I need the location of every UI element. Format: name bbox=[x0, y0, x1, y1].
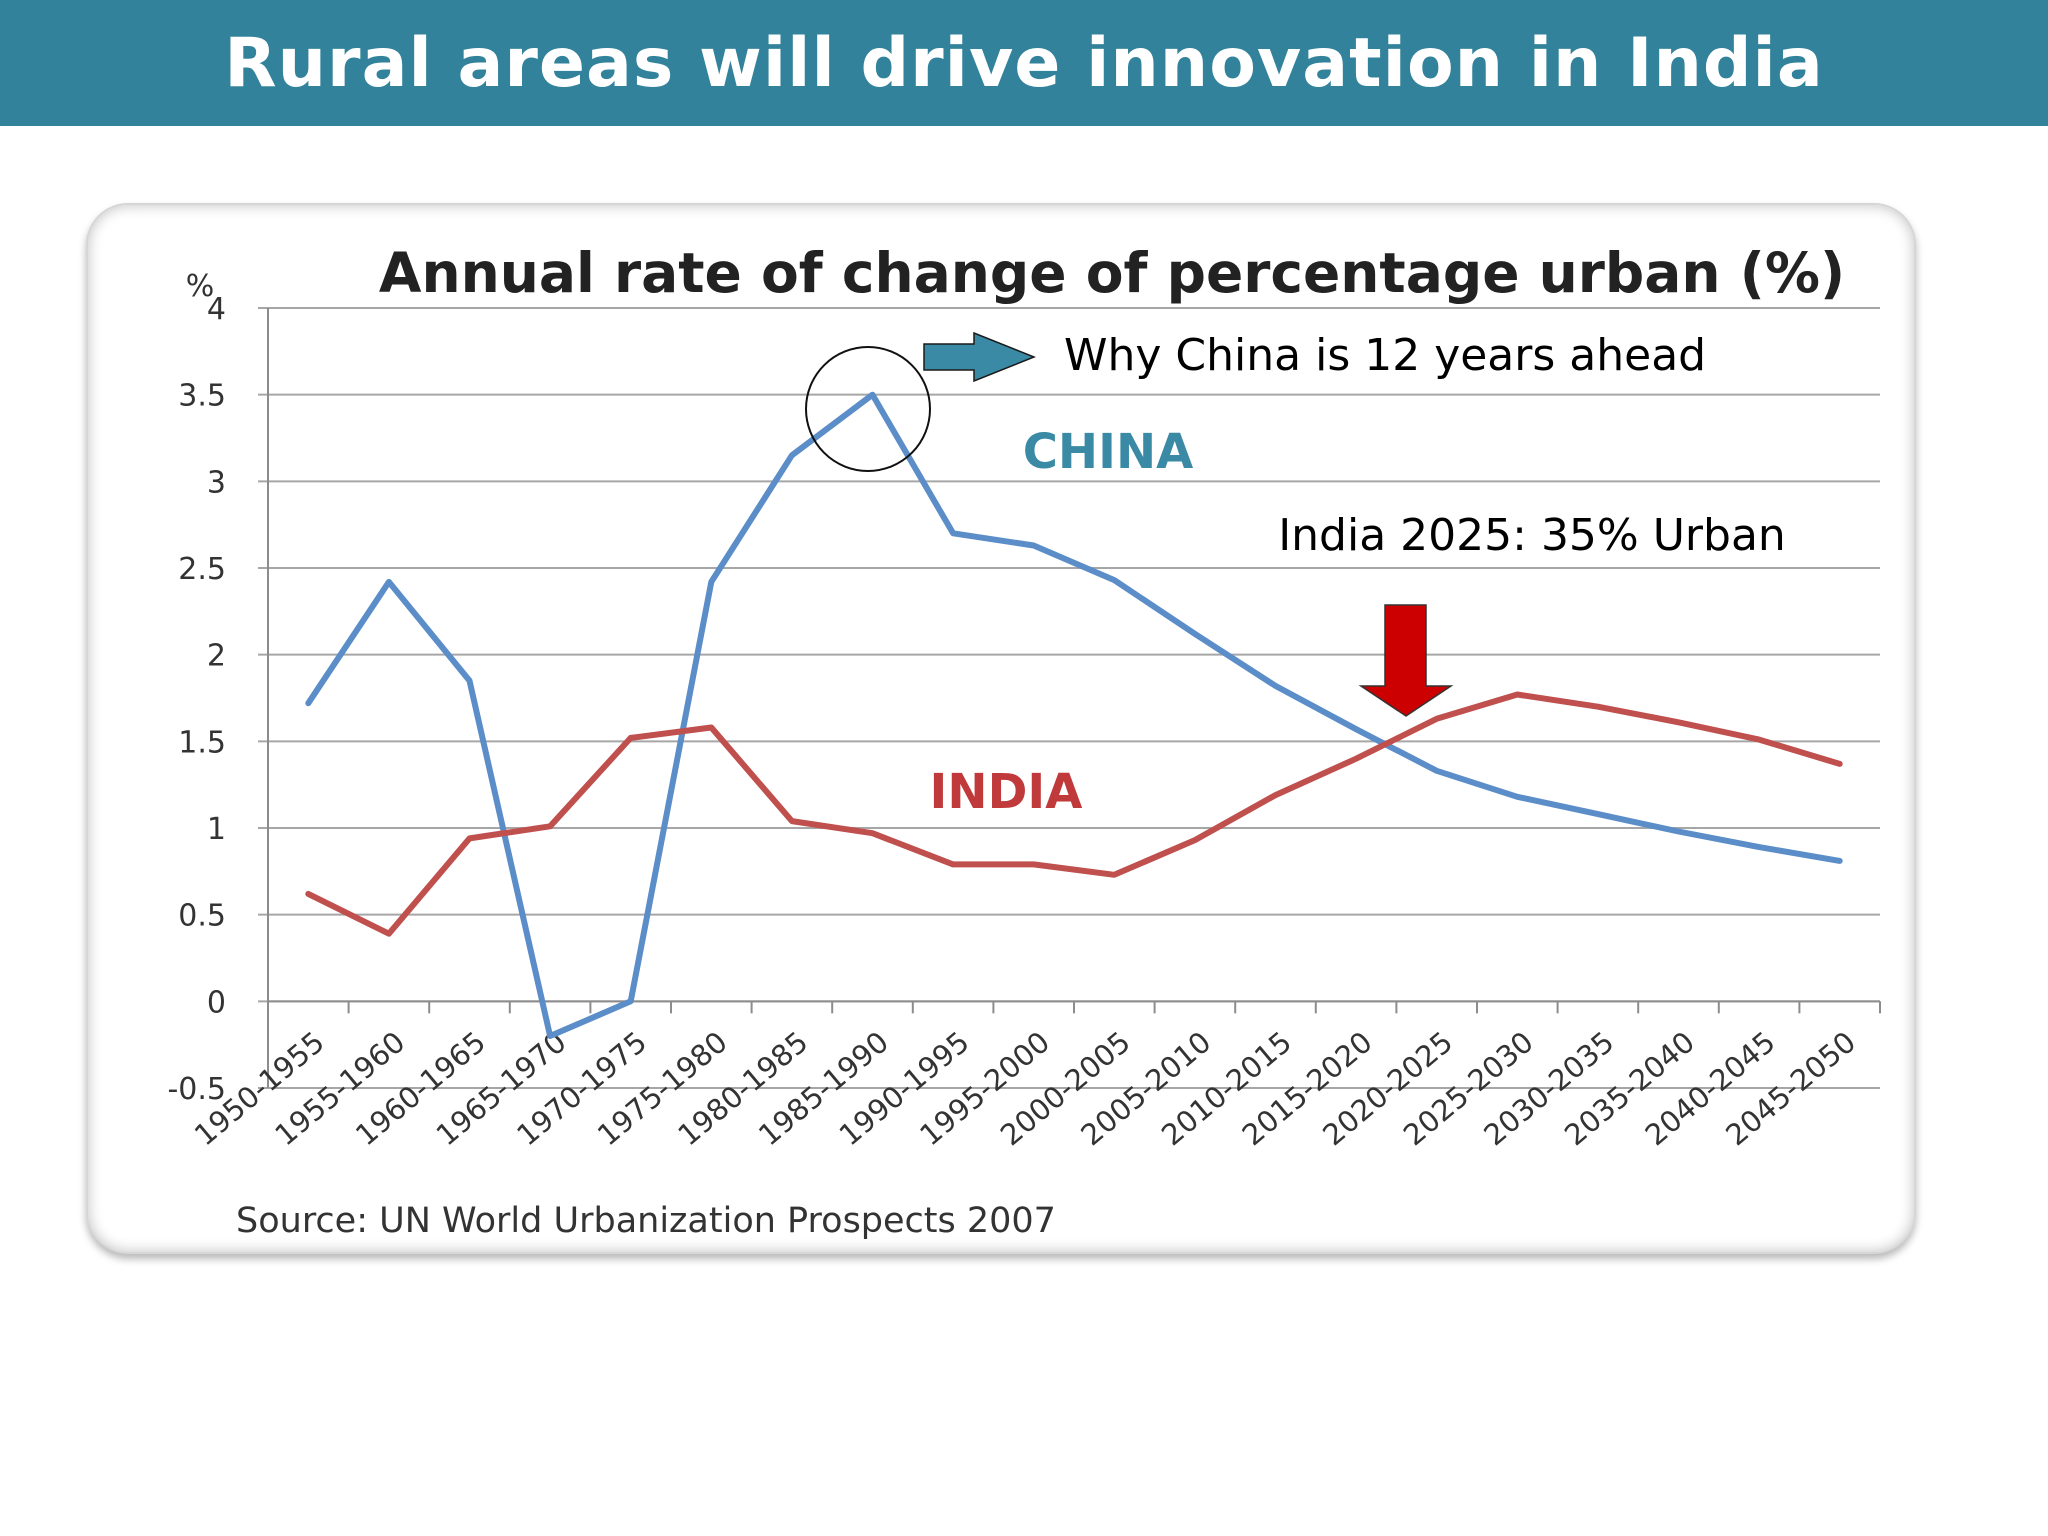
y-tick-label: -0.5 bbox=[167, 1072, 226, 1107]
x-axis-ticks: 1950-19551955-19601960-19651965-19701970… bbox=[188, 1001, 1881, 1152]
y-tick-label: 1.5 bbox=[178, 725, 226, 760]
y-tick-label: 0.5 bbox=[178, 899, 226, 934]
chart-frame bbox=[86, 203, 1916, 1254]
arrow-right-icon bbox=[923, 331, 1037, 383]
y-tick-label: 0 bbox=[207, 985, 226, 1020]
slide-title: Rural areas will drive innovation in Ind… bbox=[224, 23, 1824, 103]
chart-source: Source: UN World Urbanization Prospects … bbox=[236, 1201, 1056, 1241]
china-annotation: Why China is 12 years ahead bbox=[1064, 330, 1706, 381]
y-tick-label: 3 bbox=[207, 465, 226, 500]
india-annotation: India 2025: 35% Urban bbox=[1278, 510, 1786, 561]
y-tick-label: 4 bbox=[207, 292, 226, 327]
y-axis-ticks: -0.5 0 0.5 1 1.5 2 2.5 3 3.5 4 bbox=[167, 292, 226, 1107]
chart-title: Annual rate of change of percentage urba… bbox=[379, 241, 1845, 305]
china-series-label: CHINA bbox=[1023, 424, 1194, 480]
y-tick-label: 2.5 bbox=[178, 552, 226, 587]
slide-header: Rural areas will drive innovation in Ind… bbox=[0, 0, 2048, 126]
y-tick-label: 2 bbox=[207, 639, 226, 674]
series-line-china bbox=[305, 391, 1843, 1039]
series-line-india bbox=[305, 691, 1843, 937]
india-series-label: INDIA bbox=[930, 764, 1083, 820]
y-tick-label: 3.5 bbox=[178, 379, 226, 414]
series-lines bbox=[305, 391, 1843, 1039]
peak-highlight-circle bbox=[805, 346, 931, 472]
arrow-down-icon bbox=[1358, 604, 1454, 717]
y-axis-label: % bbox=[186, 269, 215, 304]
y-tick-label: 1 bbox=[207, 812, 226, 847]
